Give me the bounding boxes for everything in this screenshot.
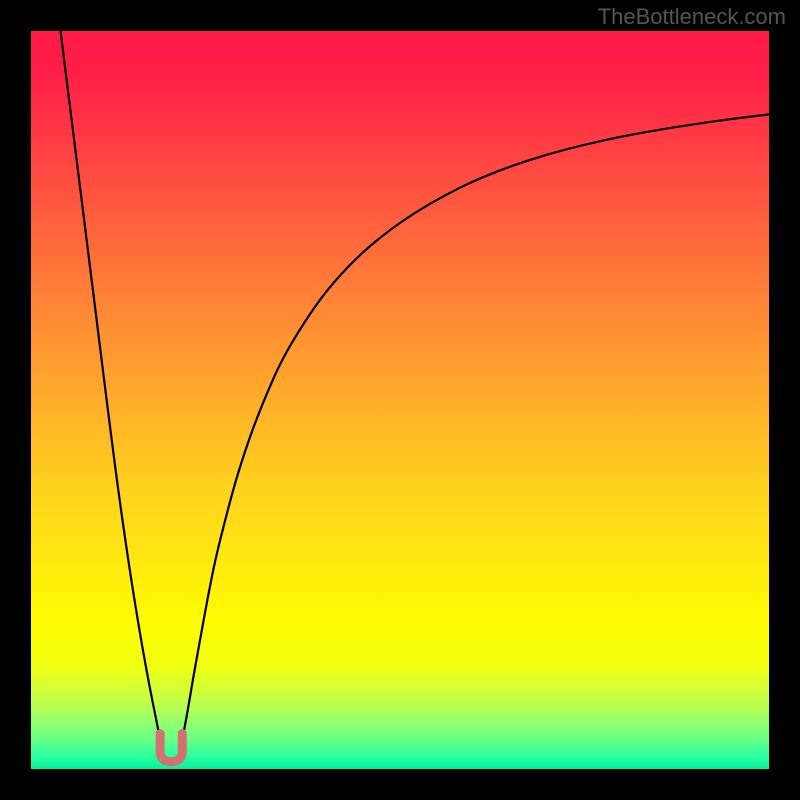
bottleneck-chart-svg bbox=[0, 0, 800, 800]
plot-area bbox=[31, 31, 769, 769]
chart-container: TheBottleneck.com bbox=[0, 0, 800, 800]
watermark-text: TheBottleneck.com bbox=[598, 4, 786, 30]
